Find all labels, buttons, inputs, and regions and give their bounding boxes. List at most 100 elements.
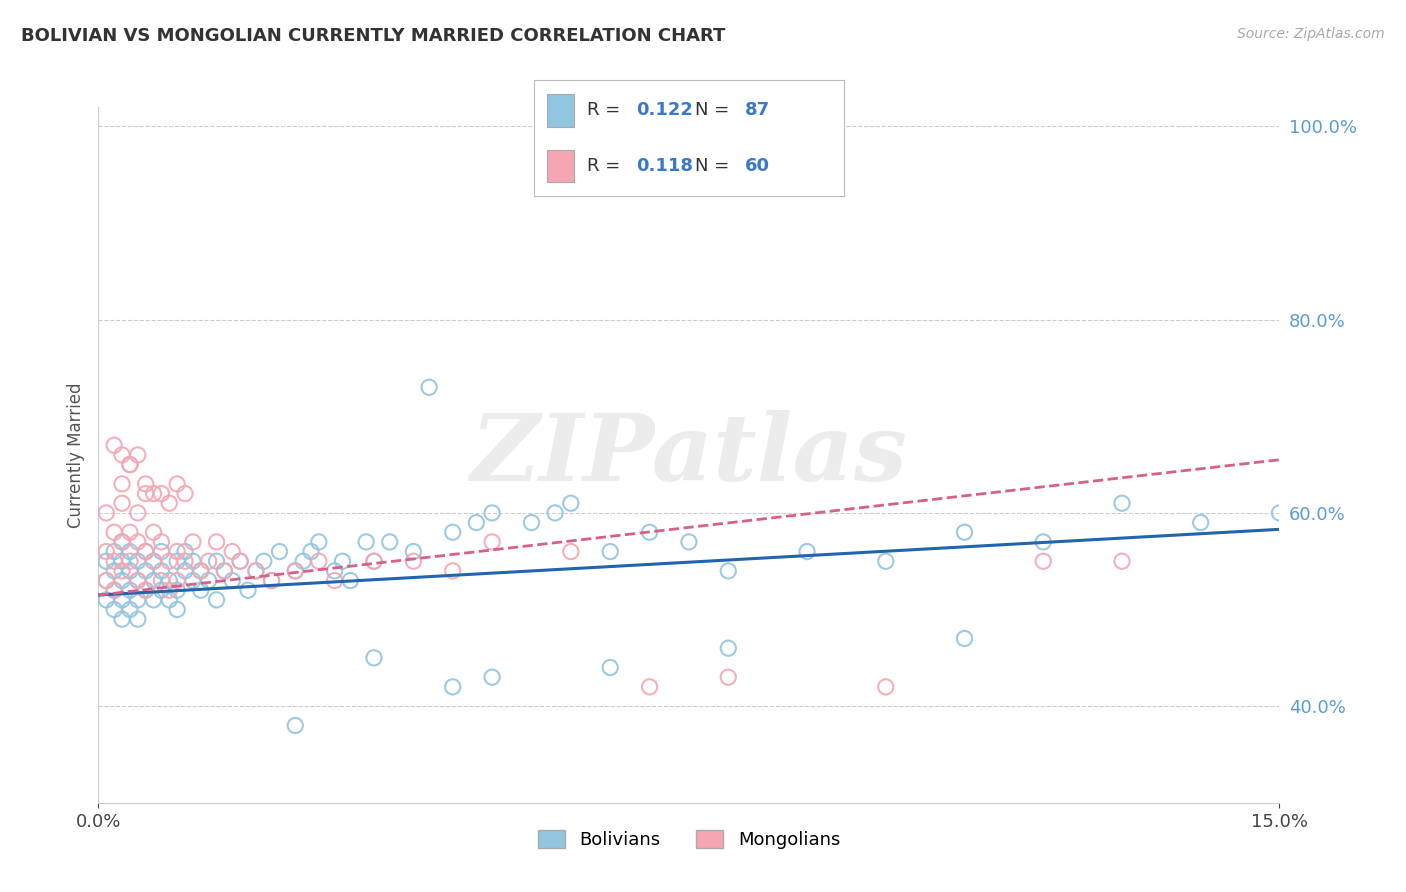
Text: 0.118: 0.118 (637, 157, 693, 175)
Point (190, 564, 212, 578)
Point (260, 574, 283, 588)
Point (363, 651, 385, 665)
Point (96, 574, 118, 588)
Point (260, 574, 283, 588)
Point (953, 632, 976, 646)
Point (142, 525, 165, 540)
Point (103, 438, 125, 452)
Point (481, 506, 503, 520)
Point (103, 583, 125, 598)
Point (142, 592, 165, 607)
Point (1032, 534, 1054, 549)
Point (111, 564, 134, 578)
Point (174, 554, 197, 568)
Point (157, 496, 180, 510)
Point (181, 534, 204, 549)
Point (638, 525, 661, 540)
Point (418, 380, 440, 394)
Point (441, 525, 464, 540)
Point (717, 670, 740, 684)
Point (520, 516, 543, 530)
Point (717, 641, 740, 656)
Point (1111, 496, 1133, 510)
Point (245, 564, 267, 578)
Point (481, 534, 503, 549)
Point (111, 448, 134, 462)
Point (127, 554, 149, 568)
Point (118, 554, 141, 568)
Text: Source: ZipAtlas.com: Source: ZipAtlas.com (1237, 27, 1385, 41)
Point (135, 583, 157, 598)
Text: ZIPatlas: ZIPatlas (471, 410, 907, 500)
Point (308, 554, 330, 568)
Point (150, 544, 173, 558)
FancyBboxPatch shape (547, 150, 575, 182)
Point (441, 680, 464, 694)
Point (118, 458, 141, 472)
Point (103, 525, 125, 540)
Point (269, 544, 291, 558)
Point (150, 534, 173, 549)
Point (205, 592, 228, 607)
Point (111, 534, 134, 549)
Point (181, 574, 204, 588)
Point (166, 476, 188, 491)
Point (166, 602, 188, 616)
Point (1111, 554, 1133, 568)
Point (166, 544, 188, 558)
Point (111, 592, 134, 607)
Point (299, 544, 322, 558)
Point (678, 534, 700, 549)
Point (127, 612, 149, 626)
Point (111, 534, 134, 549)
Point (135, 583, 157, 598)
Point (953, 525, 976, 540)
Point (354, 534, 377, 549)
Point (135, 544, 157, 558)
Point (127, 574, 149, 588)
Text: N =: N = (695, 102, 735, 120)
Point (174, 564, 197, 578)
Point (253, 554, 276, 568)
Point (103, 602, 125, 616)
Point (221, 574, 243, 588)
Point (96, 544, 118, 558)
Point (599, 544, 621, 558)
Point (142, 486, 165, 500)
Point (157, 574, 180, 588)
Point (599, 660, 621, 674)
Point (190, 583, 212, 598)
Point (1268, 506, 1291, 520)
Point (157, 583, 180, 598)
Point (236, 583, 259, 598)
Point (127, 534, 149, 549)
Text: N =: N = (695, 157, 735, 175)
Text: 87: 87 (745, 102, 769, 120)
Point (166, 554, 188, 568)
Point (166, 574, 188, 588)
Point (197, 574, 219, 588)
Point (1032, 554, 1054, 568)
Point (111, 554, 134, 568)
Point (323, 564, 346, 578)
Point (118, 602, 141, 616)
Point (214, 564, 236, 578)
Point (127, 506, 149, 520)
Point (166, 583, 188, 598)
Point (103, 583, 125, 598)
Point (308, 534, 330, 549)
Point (142, 574, 165, 588)
Point (292, 554, 315, 568)
Point (481, 670, 503, 684)
Point (150, 583, 173, 598)
Point (111, 612, 134, 626)
Point (441, 564, 464, 578)
Text: R =: R = (586, 102, 626, 120)
Point (135, 486, 157, 500)
Point (717, 564, 740, 578)
Point (229, 554, 252, 568)
Point (197, 554, 219, 568)
Point (118, 583, 141, 598)
Point (111, 574, 134, 588)
Point (796, 544, 818, 558)
